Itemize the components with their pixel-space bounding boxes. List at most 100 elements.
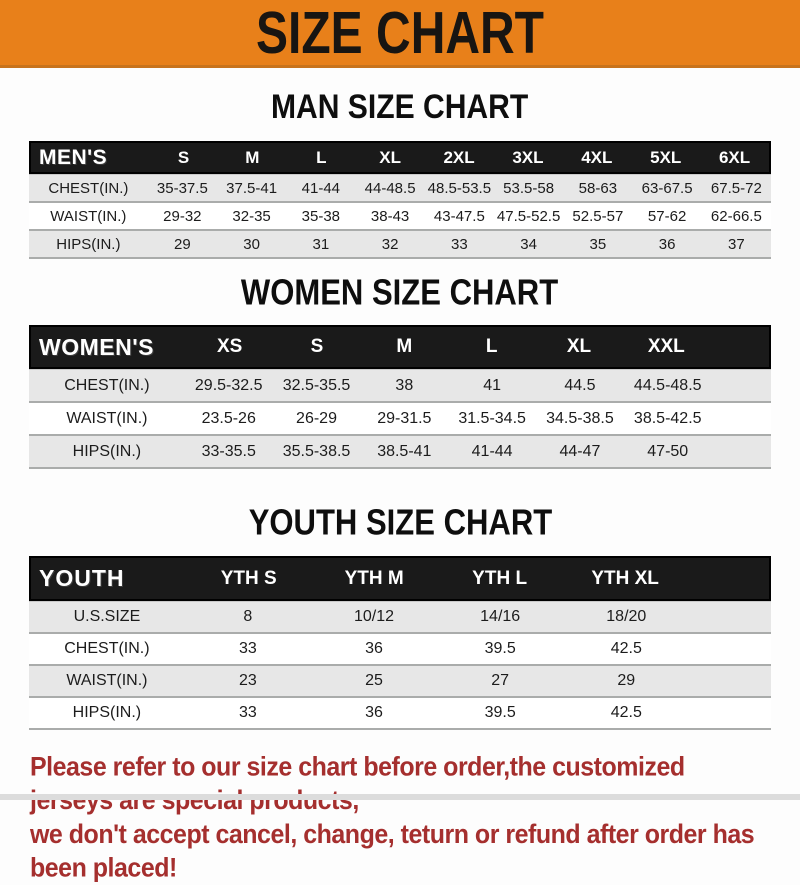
table-row: HIPS(IN.) 29 30 31 32 33 34 35 36 37 xyxy=(29,231,771,259)
size-cell: 44.5-48.5 xyxy=(633,376,702,394)
men-section-heading: MAN SIZE CHART xyxy=(271,86,529,127)
size-cell: 44.5 xyxy=(564,376,596,394)
table-row: HIPS(IN.) 33-35.5 35.5-38.5 38.5-41 41-44 44-… xyxy=(29,436,771,469)
size-cell: 41-44 xyxy=(471,442,513,460)
table-row: U.S.SIZE 8 10/12 14/16 18/20 xyxy=(29,602,771,634)
row-label: U.S.SIZE xyxy=(73,608,141,625)
disclaimer-line-2: we don't accept cancel, change, teturn o… xyxy=(30,818,755,883)
row-label: HIPS(IN.) xyxy=(56,235,121,253)
size-cell: 33 xyxy=(238,704,257,721)
size-cell: 38-43 xyxy=(370,207,410,225)
column-header: 5XL xyxy=(650,147,682,167)
size-cell: 29-31.5 xyxy=(377,409,432,427)
size-cell: 38 xyxy=(395,376,414,394)
column-header: S xyxy=(177,147,190,167)
column-header: S xyxy=(310,336,324,357)
size-cell: 58-63 xyxy=(578,179,618,197)
size-cell: 8 xyxy=(243,608,253,625)
size-cell: 44-48.5 xyxy=(364,179,416,197)
banner-title: SIZE CHART xyxy=(256,0,544,66)
men-table-rows: CHEST(IN.) 35-37.5 37.5-41 41-44 44-48.5 48.5… xyxy=(29,174,771,259)
size-cell: 33-35.5 xyxy=(201,442,256,460)
table-header-label: WOMEN'S xyxy=(39,333,155,360)
youth-section-heading: YOUTH SIZE CHART xyxy=(248,501,552,543)
column-header: YTH M xyxy=(344,567,404,589)
size-cell: 37.5-41 xyxy=(226,179,278,197)
disclaimer-line-1: Please refer to our size chart before or… xyxy=(30,751,685,815)
table-header-label: YOUTH xyxy=(39,565,125,591)
size-cell: 26-29 xyxy=(296,409,337,427)
column-header: 3XL xyxy=(512,147,544,167)
column-header: L xyxy=(316,147,327,167)
size-cell: 37 xyxy=(728,235,745,253)
row-label: HIPS(IN.) xyxy=(72,442,142,460)
size-cell: 62-66.5 xyxy=(710,207,762,225)
size-cell: 23.5-26 xyxy=(201,409,256,427)
size-cell: 47-50 xyxy=(647,442,689,460)
size-cell: 44-47 xyxy=(559,442,601,460)
size-cell: 63-67.5 xyxy=(641,179,693,197)
size-cell: 27 xyxy=(491,672,510,689)
table-row: CHEST(IN.) 35-37.5 37.5-41 41-44 44-48.5 48.5… xyxy=(29,175,771,203)
row-label: WAIST(IN.) xyxy=(66,409,148,427)
column-header: XXL xyxy=(647,336,685,357)
size-cell: 23 xyxy=(238,672,257,689)
youth-size-table: YOUTH YTH S YTH M YTH L YTH XL U.S.SIZE 8 10/1… xyxy=(29,556,771,730)
size-cell: 35-38 xyxy=(301,207,341,225)
size-cell: 35 xyxy=(589,235,607,253)
column-header: L xyxy=(485,336,498,357)
size-cell: 48.5-53.5 xyxy=(427,179,492,197)
size-cell: 34 xyxy=(520,235,537,253)
size-cell: 36 xyxy=(365,640,383,657)
size-cell: 42.5 xyxy=(610,640,642,657)
row-label: HIPS(IN.) xyxy=(72,704,142,721)
size-cell: 47.5-52.5 xyxy=(496,207,561,225)
column-header: YTH L xyxy=(472,567,528,589)
table-header-label: MEN'S xyxy=(39,145,108,169)
column-header: 2XL xyxy=(443,147,475,167)
women-table-rows: CHEST(IN.) 29.5-32.5 32.5-35.5 38 41 44.5 44.5… xyxy=(29,369,771,469)
table-row: WAIST(IN.) 23.5-26 26-29 29-31.5 31.5-34.5 34… xyxy=(29,403,771,436)
size-cell: 34.5-38.5 xyxy=(546,409,614,427)
women-size-table: WOMEN'S XS S M L XL XXL CHEST(IN.) 29.5-32.5 32.… xyxy=(29,325,771,469)
bottom-edge-strip xyxy=(0,794,800,800)
size-cell: 67.5-72 xyxy=(710,179,762,197)
column-header: XL xyxy=(566,336,592,357)
column-header: XS xyxy=(216,336,243,357)
size-cell: 32.5-35.5 xyxy=(282,376,351,394)
men-size-section: MAN SIZE CHART MEN'S S M L XL 2XL 3XL 4XL 5XL 6XL… xyxy=(0,86,800,259)
size-cell: 53.5-58 xyxy=(503,179,555,197)
size-cell: 29 xyxy=(617,672,636,689)
women-section-heading: WOMEN SIZE CHART xyxy=(241,271,559,313)
column-header: 4XL xyxy=(581,147,613,167)
size-cell: 32-35 xyxy=(232,207,271,225)
size-cell: 41-44 xyxy=(301,179,341,197)
size-cell: 36 xyxy=(658,235,676,253)
table-row: WAIST(IN.) 29-32 32-35 35-38 38-43 43-47.5 47.… xyxy=(29,203,771,231)
size-cell: 25 xyxy=(365,672,383,689)
order-disclaimer: Please refer to our size chart before or… xyxy=(30,750,769,885)
size-cell: 33 xyxy=(451,235,468,253)
size-chart-banner: SIZE CHART xyxy=(0,0,800,68)
men-size-table: MEN'S S M L XL 2XL 3XL 4XL 5XL 6XL CHEST(IN.) 35-3… xyxy=(29,141,771,259)
table-row: CHEST(IN.) 33 36 39.5 42.5 xyxy=(29,634,771,666)
size-cell: 57-62 xyxy=(647,207,687,225)
youth-table-rows: U.S.SIZE 8 10/12 14/16 18/20 CHEST(IN.) 33 36 39… xyxy=(29,601,771,730)
size-cell: 32 xyxy=(381,235,399,253)
size-cell: 31.5-34.5 xyxy=(458,409,526,427)
size-cell: 10/12 xyxy=(354,608,395,625)
size-cell: 39.5 xyxy=(484,640,516,657)
size-cell: 36 xyxy=(365,704,383,721)
column-header: 6XL xyxy=(718,147,751,167)
size-cell: 41 xyxy=(483,376,502,394)
size-cell: 29 xyxy=(174,235,191,253)
row-label: WAIST(IN.) xyxy=(66,672,148,689)
column-header: YTH XL xyxy=(591,567,659,589)
size-cell: 39.5 xyxy=(484,704,516,721)
column-header: M xyxy=(245,147,260,167)
size-cell: 38.5-41 xyxy=(377,442,432,460)
size-cell: 31 xyxy=(312,235,330,253)
column-header: XL xyxy=(379,147,402,167)
column-header: M xyxy=(396,336,413,357)
column-header: YTH S xyxy=(220,567,277,589)
